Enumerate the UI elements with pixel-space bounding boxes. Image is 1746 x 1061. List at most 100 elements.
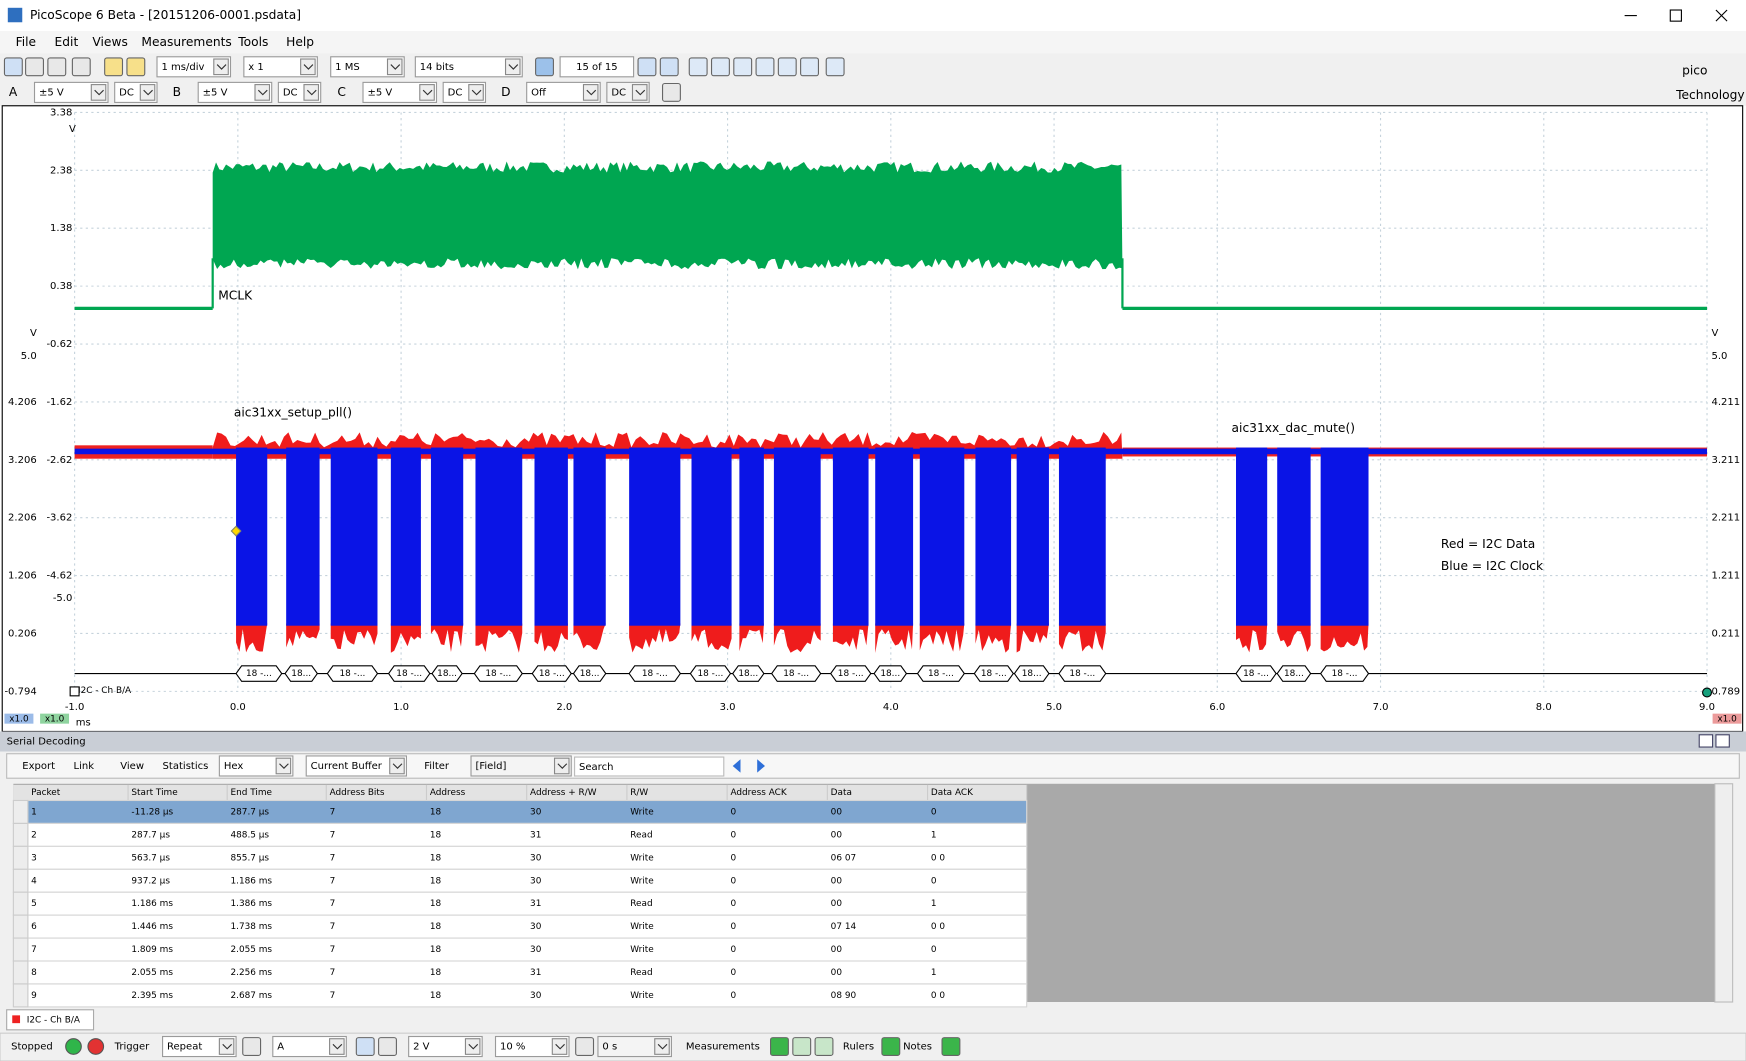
combo-arrow[interactable]	[419, 84, 435, 101]
combo-box[interactable]	[33, 81, 109, 103]
prev-button[interactable]	[732, 759, 741, 773]
icon[interactable]	[777, 57, 797, 77]
packet[interactable]	[830, 665, 872, 682]
icon[interactable]	[242, 1037, 262, 1056]
packet[interactable]	[1235, 665, 1277, 682]
maximize-button[interactable]	[1669, 9, 1682, 22]
combo-arrow[interactable]	[254, 84, 271, 101]
table-row[interactable]	[27, 868, 1028, 893]
combo-arrow[interactable]	[468, 84, 484, 101]
combo-box[interactable]	[162, 1035, 237, 1058]
icon[interactable]	[792, 1037, 812, 1056]
icon[interactable]	[71, 57, 91, 77]
packet[interactable]	[572, 665, 607, 682]
combo-box[interactable]	[362, 81, 438, 103]
combo-arrow[interactable]	[654, 1038, 670, 1055]
packet[interactable]	[235, 665, 283, 682]
packet[interactable]	[916, 665, 965, 682]
stop-button[interactable]	[87, 1038, 105, 1055]
combo-box[interactable]	[156, 56, 232, 78]
packet[interactable]	[1276, 665, 1312, 682]
icon[interactable]	[814, 1037, 834, 1056]
combo-box[interactable]	[243, 56, 318, 78]
icon[interactable]	[637, 57, 657, 77]
icon[interactable]	[688, 57, 708, 77]
combo-arrow[interactable]	[582, 84, 599, 101]
table-row[interactable]	[27, 822, 1028, 847]
combo-box[interactable]	[494, 1035, 570, 1058]
tab[interactable]	[6, 1009, 95, 1031]
combo-arrow[interactable]	[218, 1038, 235, 1055]
table-row[interactable]	[27, 914, 1028, 939]
combo-arrow[interactable]	[329, 1038, 345, 1055]
packet[interactable]	[387, 665, 431, 682]
search-box[interactable]	[574, 756, 725, 777]
packet[interactable]	[431, 665, 463, 682]
packet[interactable]	[628, 665, 682, 682]
icon[interactable]	[47, 57, 67, 77]
table-row[interactable]	[27, 960, 1028, 985]
packet[interactable]	[1058, 665, 1107, 682]
combo-box[interactable]	[414, 56, 523, 78]
combo-arrow[interactable]	[303, 84, 320, 101]
icon[interactable]	[881, 1037, 901, 1056]
icon[interactable]	[126, 57, 146, 77]
dock-button[interactable]	[1698, 734, 1714, 748]
combo-box[interactable]	[526, 81, 601, 103]
icon[interactable]	[378, 1037, 397, 1056]
combo-arrow[interactable]	[139, 84, 156, 101]
packet[interactable]	[1013, 665, 1050, 682]
combo-arrow[interactable]	[553, 757, 570, 775]
table-row[interactable]	[27, 937, 1028, 962]
combo-box[interactable]	[197, 81, 273, 103]
icon[interactable]	[733, 57, 753, 77]
combo-box[interactable]	[305, 755, 407, 777]
packet[interactable]	[284, 665, 319, 682]
combo-arrow[interactable]	[386, 58, 403, 76]
icon[interactable]	[941, 1037, 961, 1056]
table-row[interactable]	[27, 799, 1028, 824]
combo-arrow[interactable]	[90, 84, 107, 101]
start-button[interactable]	[65, 1038, 82, 1055]
table-row[interactable]	[27, 845, 1028, 870]
combo-box[interactable]	[597, 1035, 673, 1058]
combo-box[interactable]	[470, 755, 572, 777]
combo-box[interactable]	[408, 1035, 483, 1058]
icon[interactable]	[659, 57, 679, 77]
packet[interactable]	[973, 665, 1014, 682]
packet[interactable]	[770, 665, 822, 682]
combo-arrow[interactable]	[213, 58, 229, 76]
packet[interactable]	[1319, 665, 1370, 682]
icon[interactable]	[710, 57, 730, 77]
icon[interactable]	[535, 57, 554, 77]
combo-box[interactable]	[330, 56, 405, 78]
icon[interactable]	[104, 57, 124, 77]
packet[interactable]	[531, 665, 572, 682]
table-row[interactable]	[27, 891, 1028, 916]
packet[interactable]	[689, 665, 732, 682]
combo-arrow[interactable]	[300, 58, 316, 76]
icon[interactable]	[3, 57, 23, 77]
icon[interactable]	[769, 1037, 789, 1056]
packet[interactable]	[873, 665, 908, 682]
ruler-handle[interactable]	[69, 686, 80, 697]
icon[interactable]	[25, 57, 44, 77]
combo-arrow[interactable]	[631, 84, 648, 101]
scrollbar[interactable]	[1714, 783, 1734, 1003]
icon[interactable]	[825, 57, 845, 77]
icon[interactable]	[575, 1037, 595, 1056]
packet[interactable]	[732, 665, 765, 682]
icon[interactable]	[661, 82, 681, 102]
icon[interactable]	[755, 57, 775, 77]
combo-box[interactable]	[218, 755, 294, 777]
combo-arrow[interactable]	[275, 757, 292, 775]
combo-arrow[interactable]	[464, 1038, 481, 1055]
icon[interactable]	[800, 57, 819, 77]
ruler-handle[interactable]	[1702, 687, 1713, 698]
combo-arrow[interactable]	[504, 58, 521, 76]
combo-box[interactable]	[272, 1035, 347, 1058]
icon[interactable]	[355, 1037, 375, 1056]
combo-arrow[interactable]	[551, 1038, 568, 1055]
packet[interactable]	[326, 665, 379, 682]
next-button[interactable]	[757, 759, 765, 773]
